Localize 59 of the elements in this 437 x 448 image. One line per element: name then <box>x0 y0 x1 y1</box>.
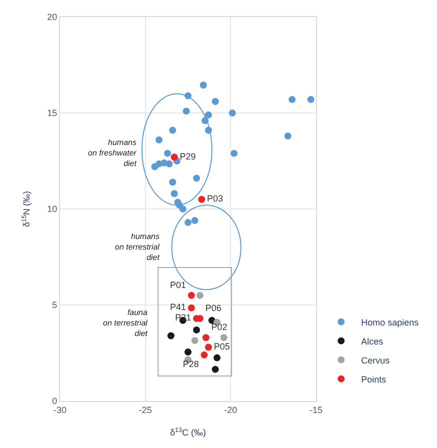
point <box>155 136 162 144</box>
point <box>167 332 174 340</box>
data-label: P02 <box>211 322 228 332</box>
point <box>200 82 207 89</box>
point <box>193 174 200 182</box>
point <box>220 334 228 342</box>
point <box>204 344 212 351</box>
point <box>184 348 192 356</box>
x-tick-label: -25 <box>138 404 152 415</box>
data-label: P29 <box>180 151 196 162</box>
y-tick-label: 20 <box>47 12 58 22</box>
point <box>191 217 198 224</box>
legend-label: Cervus <box>361 355 390 366</box>
point <box>166 160 173 168</box>
legend-label: Homo sapiens <box>361 317 420 328</box>
annotation: humans on terrestrial diet <box>115 232 160 262</box>
x-axis-title: δ$^{13}$C (‰) <box>170 426 206 438</box>
annotation: humans on freshwater diet <box>88 138 138 168</box>
x-tick-label: -15 <box>309 404 323 415</box>
point <box>184 218 192 226</box>
annotation: fauna on terrestrial diet <box>103 308 148 338</box>
point <box>198 196 206 203</box>
x-tick-label: -20 <box>224 404 238 415</box>
legend-label: Alces <box>361 336 384 346</box>
point <box>307 96 314 104</box>
point <box>204 111 212 118</box>
point <box>228 110 236 116</box>
data-label: P28 <box>182 359 199 370</box>
data-label: P05 <box>214 341 230 352</box>
point <box>182 108 190 115</box>
x-tick-label: -30 <box>53 404 67 415</box>
point <box>179 206 186 212</box>
point <box>169 126 176 134</box>
legend-label: Points <box>361 374 387 384</box>
point <box>193 326 200 334</box>
point <box>212 98 219 105</box>
data-label: P41 <box>170 302 186 312</box>
point <box>191 337 198 344</box>
point <box>169 178 176 186</box>
point <box>288 96 296 104</box>
point <box>200 351 208 358</box>
y-tick-label: 15 <box>47 108 58 118</box>
point <box>188 292 195 299</box>
y-tick-label: 5 <box>52 300 58 310</box>
data-label: P01 <box>170 280 186 290</box>
point <box>196 292 204 299</box>
point <box>170 190 178 198</box>
point <box>164 150 172 157</box>
y-tick-label: 0 <box>52 396 58 406</box>
data-label: P06 <box>205 302 222 313</box>
data-label: P03 <box>207 194 224 204</box>
point <box>212 366 219 373</box>
point <box>230 150 238 157</box>
y-tick-label: 10 <box>47 204 58 214</box>
point <box>284 132 292 140</box>
point <box>188 304 195 312</box>
point <box>170 154 178 161</box>
point <box>202 334 210 342</box>
point <box>214 354 221 362</box>
